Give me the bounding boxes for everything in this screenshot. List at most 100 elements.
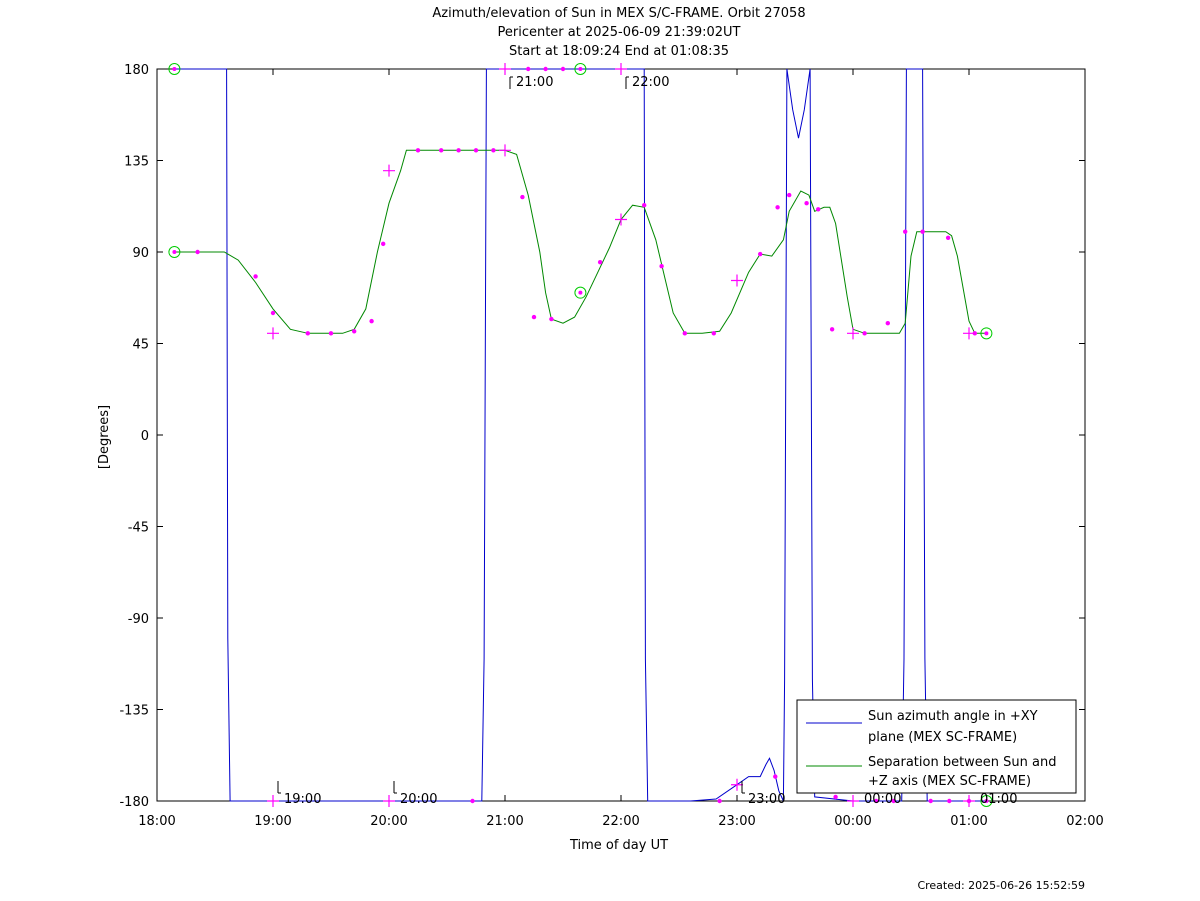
hour-cross-marker	[847, 327, 859, 340]
endpoint-dot-marker	[172, 67, 177, 71]
endpoint-dot-marker	[984, 331, 989, 336]
chart-title: Azimuth/elevation of Sun in MEX S/C-FRAM…	[432, 6, 805, 21]
legend-label-azimuth-line2: plane (MEX SC-FRAME)	[868, 730, 1017, 745]
hour-cross-marker	[615, 213, 627, 226]
data-point-marker	[787, 192, 792, 198]
endpoint-dot-marker	[172, 250, 177, 254]
data-point-marker	[531, 314, 537, 320]
created-timestamp: Created: 2025-06-26 15:52:59	[917, 879, 1085, 892]
marker-layer	[168, 63, 993, 807]
data-point-marker	[717, 798, 722, 804]
time-mark-label: 21:00	[516, 75, 553, 90]
y-tick-label: 135	[124, 155, 149, 170]
data-point-marker	[874, 798, 879, 804]
data-point-marker	[253, 274, 258, 279]
series-line-separation	[174, 149, 987, 334]
data-point-marker	[415, 148, 421, 153]
data-point-marker	[928, 798, 933, 804]
x-tick-label: 02:00	[1066, 814, 1103, 829]
time-mark-tick	[625, 76, 629, 89]
hour-cross-marker	[615, 63, 627, 75]
legend: Sun azimuth angle in +XY plane (MEX SC-F…	[796, 699, 1077, 794]
legend-box	[796, 699, 1077, 794]
y-tick-label: -90	[128, 612, 149, 627]
endpoint-dot-marker	[578, 67, 583, 71]
time-marks: 19:00 20:00 21:00 22:00 23:00 00:00 01:00	[277, 75, 1017, 807]
endpoint-dot-marker	[578, 290, 583, 295]
data-point-marker	[597, 259, 603, 265]
y-tick-label: -135	[119, 704, 149, 719]
endpoint-circle-marker	[980, 795, 993, 807]
x-tick-label: 19:00	[254, 814, 291, 829]
data-point-marker	[352, 329, 357, 334]
data-point-marker	[945, 235, 951, 240]
data-point-marker	[829, 327, 835, 332]
time-mark-label: 01:00	[980, 792, 1017, 807]
data-point-marker	[328, 331, 334, 336]
data-point-marker	[456, 148, 461, 153]
y-tick-label: -45	[128, 521, 149, 536]
data-point-marker	[885, 320, 890, 326]
x-axis-label: Time of day UT	[569, 838, 668, 853]
time-mark-label: 22:00	[632, 75, 669, 90]
hour-cross-marker	[383, 795, 395, 807]
hour-cross-marker	[963, 327, 975, 340]
hour-cross-marker	[383, 164, 395, 177]
data-point-marker	[526, 66, 531, 72]
x-tick-label: 01:00	[950, 814, 987, 829]
x-tick-label: 18:00	[138, 814, 175, 829]
data-point-marker	[520, 194, 525, 200]
hour-cross-marker	[499, 63, 511, 75]
y-axis-label: [Degrees]	[97, 405, 112, 469]
legend-label-separation-line2: +Z axis (MEX SC-FRAME)	[868, 774, 1031, 789]
data-point-marker	[947, 798, 952, 804]
time-mark-label: 23:00	[748, 792, 785, 807]
data-point-marker	[862, 331, 867, 336]
data-point-marker	[473, 148, 479, 153]
time-mark-label: 20:00	[400, 792, 437, 807]
data-point-marker	[369, 318, 374, 324]
data-point-marker	[816, 207, 821, 212]
hour-cross-marker	[963, 795, 975, 807]
data-point-marker	[560, 66, 566, 72]
series-line-azimuth	[174, 68, 987, 802]
endpoint-circle-marker	[168, 63, 181, 75]
hour-cross-marker	[267, 795, 279, 807]
series-layer	[174, 68, 987, 802]
y-tick-label: 0	[141, 429, 149, 444]
hour-cross-marker	[731, 778, 743, 791]
time-mark-label: 19:00	[284, 792, 321, 807]
time-mark-tick	[509, 76, 513, 89]
endpoint-circle-marker	[574, 286, 587, 299]
y-axis-ticks: 180 135 90 45 0 -45 -90 -135 -180	[119, 63, 1085, 810]
data-point-marker	[758, 251, 763, 257]
data-point-marker	[549, 316, 554, 322]
chart-subtitle-pericenter: Pericenter at 2025-06-09 21:39:02UT	[497, 25, 740, 40]
data-point-marker	[775, 205, 780, 210]
data-point-marker	[491, 148, 496, 153]
hour-cross-marker	[267, 327, 279, 340]
data-point-marker	[711, 331, 716, 336]
legend-label-azimuth-line1: Sun azimuth angle in +XY	[868, 709, 1038, 724]
legend-label-separation-line1: Separation between Sun and	[868, 755, 1056, 770]
y-tick-label: -180	[119, 795, 149, 810]
y-tick-label: 180	[124, 63, 149, 78]
time-mark-tick	[393, 781, 397, 794]
data-point-marker	[470, 798, 475, 804]
endpoint-circle-marker	[168, 246, 181, 258]
data-point-marker	[642, 203, 647, 208]
data-point-marker	[891, 798, 896, 804]
data-point-marker	[543, 66, 548, 72]
endpoint-dot-marker	[984, 799, 989, 803]
data-point-marker	[381, 241, 386, 247]
data-point-marker	[903, 229, 908, 234]
time-mark-label: 00:00	[864, 792, 901, 807]
y-tick-label: 90	[132, 246, 149, 261]
data-point-marker	[439, 148, 444, 153]
hour-cross-marker	[731, 274, 743, 287]
x-tick-label: 23:00	[718, 814, 755, 829]
time-mark-tick	[741, 781, 745, 794]
data-point-marker	[270, 310, 276, 316]
y-tick-label: 45	[132, 338, 149, 353]
